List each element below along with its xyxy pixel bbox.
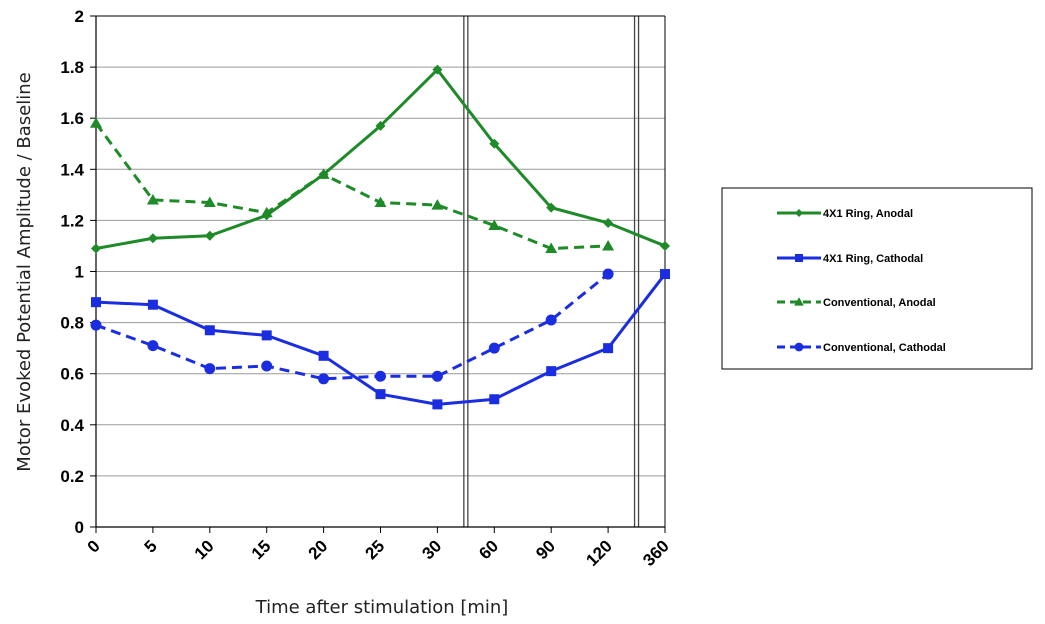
data-point <box>489 394 500 405</box>
data-point <box>317 168 330 179</box>
y-tick-label: 1 <box>75 263 84 282</box>
series-line <box>94 122 609 251</box>
y-tick-label: 1.4 <box>60 160 84 179</box>
data-point <box>147 233 158 244</box>
legend: 4X1 Ring, Anodal 4X1 Ring, Cathodal Conven… <box>721 187 1033 370</box>
legend-label: Conventional, Cathodal <box>823 342 946 354</box>
data-point <box>546 202 557 213</box>
data-point <box>603 343 614 354</box>
legend-label: Conventional, Anodal <box>823 297 936 309</box>
data-point <box>545 314 557 326</box>
grid <box>96 15 665 527</box>
data-point <box>489 138 500 149</box>
series-1 <box>91 269 670 410</box>
series-line <box>95 68 666 250</box>
legend-label: 4X1 Ring, Anodal <box>823 208 913 220</box>
data-point <box>146 193 159 205</box>
series-line <box>95 273 667 406</box>
data-point <box>90 117 102 128</box>
y-axis-label: Motor Evoked Potential Amplitude / Basel… <box>14 72 35 471</box>
data-point <box>602 239 615 251</box>
data-point <box>795 209 803 217</box>
legend-label: 4X1 Ring, Cathodal <box>823 253 923 265</box>
data-point <box>318 373 330 385</box>
data-point <box>660 240 670 251</box>
y-tick-label: 1.6 <box>60 109 84 128</box>
legend-box <box>721 187 1033 370</box>
data-point <box>546 366 557 377</box>
data-point <box>261 360 273 372</box>
data-point <box>147 299 158 310</box>
data-point <box>204 363 216 375</box>
x-tick-labels: 0 5 10 15 20 25 30 60 90 120 360 <box>84 536 673 569</box>
y-tick-label: 2 <box>75 7 84 26</box>
data-point <box>375 120 386 131</box>
x-tick-label: 360 <box>639 536 672 569</box>
series <box>90 64 670 410</box>
legend-item: 4X1 Ring, Cathodal <box>777 253 923 265</box>
series-2 <box>90 117 615 254</box>
data-point <box>660 269 670 280</box>
data-point <box>261 330 272 341</box>
data-point <box>260 206 273 218</box>
x-tick-label: 120 <box>582 536 615 569</box>
data-point <box>375 389 386 400</box>
series-3 <box>90 268 614 385</box>
data-point <box>147 340 159 352</box>
y-tick-label: 0.8 <box>60 314 84 333</box>
x-tick-label: 10 <box>191 536 218 563</box>
data-point <box>91 243 101 254</box>
x-axis-label: Time after stimulation [min] <box>255 597 509 618</box>
data-point <box>318 350 329 361</box>
data-point <box>794 297 804 306</box>
data-point <box>374 196 387 208</box>
axes <box>90 15 666 533</box>
data-point <box>375 370 386 382</box>
data-point <box>432 399 443 410</box>
data-point <box>203 196 216 208</box>
x-tick-label: 5 <box>141 536 161 556</box>
x-tick-label: 90 <box>532 536 559 563</box>
data-point <box>91 297 101 308</box>
y-tick-label: 0.4 <box>60 416 84 435</box>
y-tick-label: 0.6 <box>60 365 84 384</box>
y-tick-label: 0 <box>75 518 84 537</box>
y-tick-labels: 0 0.2 0.4 0.6 0.8 1 1.2 1.4 1.6 1.8 2 <box>60 7 84 537</box>
data-point <box>204 230 215 241</box>
data-point <box>795 254 803 262</box>
data-point <box>545 242 558 254</box>
series-line <box>95 272 610 381</box>
data-point <box>90 319 102 331</box>
x-tick-label: 25 <box>362 536 389 563</box>
x-tick-label: 20 <box>305 536 332 563</box>
data-point <box>431 199 444 210</box>
legend-item: Conventional, Cathodal <box>777 342 946 354</box>
data-point <box>603 217 614 228</box>
data-point <box>204 325 215 336</box>
x-tick-label: 15 <box>248 536 275 563</box>
series-0 <box>91 64 670 254</box>
legend-item: 4X1 Ring, Anodal <box>777 208 913 220</box>
data-point <box>488 219 501 231</box>
x-tick-label: 0 <box>84 536 104 556</box>
data-point <box>602 268 614 280</box>
data-point <box>431 370 443 382</box>
data-point <box>488 342 500 354</box>
data-point <box>794 342 804 352</box>
y-tick-label: 0.2 <box>60 467 84 486</box>
x-tick-label: 60 <box>475 536 502 563</box>
y-tick-label: 1.8 <box>60 58 84 77</box>
x-tick-label: 30 <box>418 536 445 563</box>
legend-item: Conventional, Anodal <box>777 297 936 309</box>
data-point <box>432 64 443 75</box>
y-tick-label: 1.2 <box>60 211 84 230</box>
